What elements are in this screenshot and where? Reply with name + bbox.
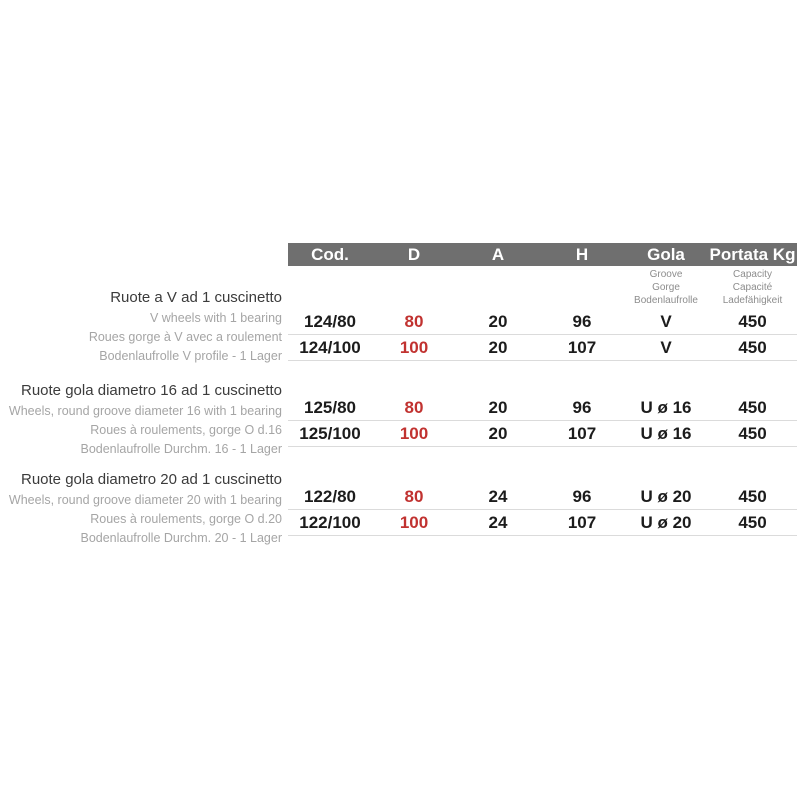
cell-cod: 125/80 xyxy=(304,397,356,417)
group-subtitle: Roues à roulements, gorge O d.16 xyxy=(90,423,282,437)
cell-a: 20 xyxy=(488,423,508,443)
cell-portata: 450 xyxy=(738,486,767,506)
cell-d: 100 xyxy=(399,423,429,443)
gola-subheader: Groove Gorge Bodenlaufrolle xyxy=(624,268,708,307)
table-row: 125/80 80 20 96 U ø 16 450 xyxy=(288,395,797,421)
portata-subheader-line: Capacité xyxy=(732,282,773,293)
cell-cod: 124/100 xyxy=(299,337,361,357)
cell-cod: 122/100 xyxy=(299,512,361,532)
gola-subheader-line: Gorge xyxy=(652,282,680,293)
cell-d: 80 xyxy=(404,397,424,417)
cell-d: 80 xyxy=(404,311,424,331)
table-row: 125/100 100 20 107 U ø 16 450 xyxy=(288,421,797,447)
cell-gola: V xyxy=(660,311,672,331)
table-header-bar: Cod. D A H Gola Portata Kg xyxy=(288,243,797,266)
cell-portata: 450 xyxy=(738,337,767,357)
cell-h: 107 xyxy=(567,512,597,532)
cell-portata: 450 xyxy=(738,512,767,532)
cell-portata: 450 xyxy=(738,397,767,417)
group-subtitle: V wheels with 1 bearing xyxy=(149,311,282,325)
column-header-cod: Cod. xyxy=(311,245,349,264)
cell-d: 80 xyxy=(404,486,424,506)
cell-a: 20 xyxy=(488,311,508,331)
group-label-groove-20: Ruote gola diametro 20 ad 1 cuscinetto W… xyxy=(9,470,282,548)
cell-a: 20 xyxy=(488,397,508,417)
column-header-a: A xyxy=(491,245,505,264)
group-rows-v-wheels: 124/80 80 20 96 V 450 124/100 100 20 107… xyxy=(288,309,797,361)
cell-gola: V xyxy=(660,337,672,357)
table-row: 124/80 80 20 96 V 450 xyxy=(288,309,797,335)
portata-subheader-line: Ladefähigkeit xyxy=(722,295,783,306)
portata-subheader: Capacity Capacité Ladefähigkeit xyxy=(708,268,797,307)
cell-h: 107 xyxy=(567,337,597,357)
group-subtitle: Bodenlaufrolle Durchm. 16 - 1 Lager xyxy=(80,442,282,456)
cell-a: 24 xyxy=(488,486,508,506)
group-subtitle: Wheels, round groove diameter 20 with 1 … xyxy=(8,493,282,507)
cell-gola: U ø 16 xyxy=(640,423,692,443)
cell-gola: U ø 20 xyxy=(640,486,692,506)
group-subtitle: Bodenlaufrolle Durchm. 20 - 1 Lager xyxy=(80,531,282,545)
column-header-h: H xyxy=(575,245,589,264)
group-rows-groove-16: 125/80 80 20 96 U ø 16 450 125/100 100 2… xyxy=(288,395,797,447)
table-row: 124/100 100 20 107 V 450 xyxy=(288,335,797,361)
cell-portata: 450 xyxy=(738,311,767,331)
group-title: Ruote a V ad 1 cuscinetto xyxy=(110,289,282,306)
cell-cod: 125/100 xyxy=(299,423,361,443)
cell-d: 100 xyxy=(399,512,429,532)
column-header-gola: Gola xyxy=(647,245,685,264)
cell-h: 96 xyxy=(572,397,592,417)
group-subtitle: Wheels, round groove diameter 16 with 1 … xyxy=(8,404,282,418)
cell-h: 96 xyxy=(572,486,592,506)
gola-subheader-line: Bodenlaufrolle xyxy=(634,295,698,306)
cell-d: 100 xyxy=(399,337,429,357)
group-title: Ruote gola diametro 20 ad 1 cuscinetto xyxy=(21,471,282,488)
cell-gola: U ø 20 xyxy=(640,512,692,532)
cell-portata: 450 xyxy=(738,423,767,443)
group-label-groove-16: Ruote gola diametro 16 ad 1 cuscinetto W… xyxy=(9,381,282,459)
group-subtitle: Bodenlaufrolle V profile - 1 Lager xyxy=(99,349,282,363)
cell-cod: 124/80 xyxy=(304,311,356,331)
group-title: Ruote gola diametro 16 ad 1 cuscinetto xyxy=(21,382,282,399)
cell-cod: 122/80 xyxy=(304,486,356,506)
column-header-d: D xyxy=(407,245,421,264)
group-label-v-wheels: Ruote a V ad 1 cuscinetto V wheels with … xyxy=(89,288,282,366)
group-subtitle: Roues à roulements, gorge O d.20 xyxy=(90,512,282,526)
group-rows-groove-20: 122/80 80 24 96 U ø 20 450 122/100 100 2… xyxy=(288,484,797,536)
cell-h: 96 xyxy=(572,311,592,331)
cell-gola: U ø 16 xyxy=(640,397,692,417)
group-subtitle: Roues gorge à V avec a roulement xyxy=(88,330,282,344)
table-row: 122/100 100 24 107 U ø 20 450 xyxy=(288,510,797,536)
cell-a: 24 xyxy=(488,512,508,532)
gola-subheader-line: Groove xyxy=(649,269,683,280)
cell-a: 20 xyxy=(488,337,508,357)
cell-h: 107 xyxy=(567,423,597,443)
column-header-portata: Portata Kg xyxy=(709,245,796,264)
portata-subheader-line: Capacity xyxy=(733,269,772,280)
table-row: 122/80 80 24 96 U ø 20 450 xyxy=(288,484,797,510)
